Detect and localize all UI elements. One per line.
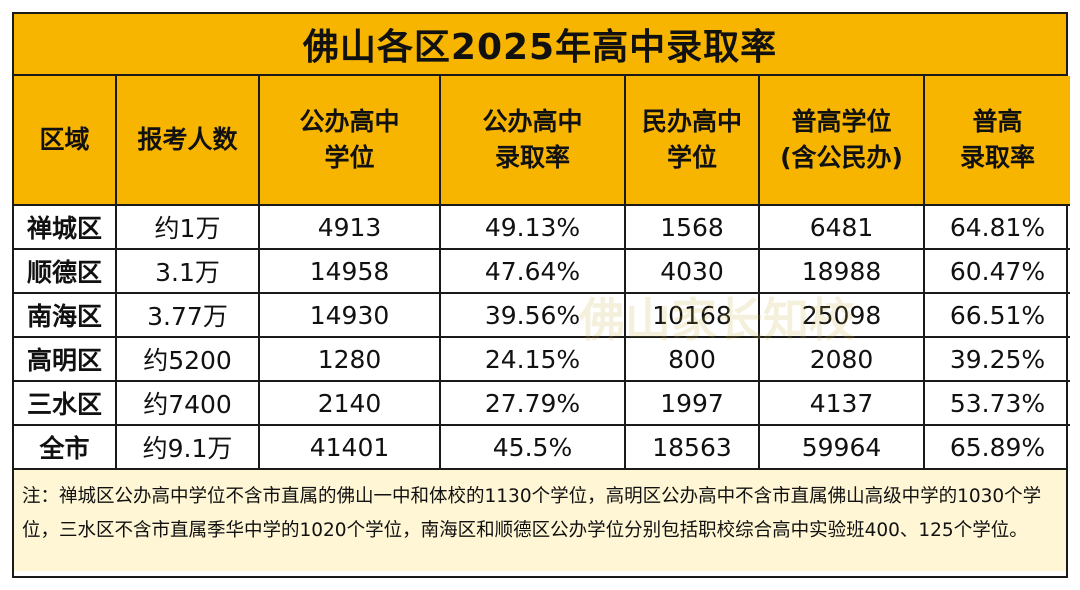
cell-private-seats: 1568 xyxy=(624,204,760,250)
cell-public-seats: 4913 xyxy=(258,204,441,250)
cell-total-rate: 65.89% xyxy=(923,424,1070,468)
cell-total-seats: 4137 xyxy=(758,380,925,426)
admission-rate-table-sheet: 佛山各区2025年高中录取率 区域 报考人数 公办高中 学位 公办高中 录取率 民办… xyxy=(12,12,1070,578)
cell-applicants: 3.77万 xyxy=(115,292,260,338)
cell-private-seats: 1997 xyxy=(624,380,760,426)
cell-public-rate: 27.79% xyxy=(439,380,626,426)
cell-applicants: 约9.1万 xyxy=(115,424,260,468)
cell-public-seats: 41401 xyxy=(258,424,441,468)
table-title: 佛山各区2025年高中录取率 xyxy=(14,14,1066,76)
cell-total-rate: 60.47% xyxy=(923,248,1070,294)
cell-public-rate: 47.64% xyxy=(439,248,626,294)
table-row: 南海区 3.77万 14930 39.56% 10168 25098 66.51… xyxy=(14,292,1070,338)
cell-total-rate: 53.73% xyxy=(923,380,1070,426)
cell-total-seats: 2080 xyxy=(758,336,925,382)
header-region: 区域 xyxy=(14,76,117,206)
cell-applicants: 约1万 xyxy=(115,204,260,250)
cell-applicants: 约7400 xyxy=(115,380,260,426)
cell-total-rate: 64.81% xyxy=(923,204,1070,250)
cell-public-seats: 1280 xyxy=(258,336,441,382)
table-row: 全市 约9.1万 41401 45.5% 18563 59964 65.89% xyxy=(14,424,1070,468)
cell-region: 南海区 xyxy=(14,292,117,338)
cell-public-seats: 2140 xyxy=(258,380,441,426)
table-row: 顺德区 3.1万 14958 47.64% 4030 18988 60.47% xyxy=(14,248,1070,294)
cell-applicants: 3.1万 xyxy=(115,248,260,294)
cell-region: 三水区 xyxy=(14,380,117,426)
header-public-seats: 公办高中 学位 xyxy=(258,76,441,206)
cell-public-rate: 24.15% xyxy=(439,336,626,382)
cell-total-seats: 6481 xyxy=(758,204,925,250)
header-row: 区域 报考人数 公办高中 学位 公办高中 录取率 民办高中 学位 普高学位 (含公民办)… xyxy=(14,76,1070,206)
cell-private-seats: 18563 xyxy=(624,424,760,468)
header-total-seats: 普高学位 (含公民办) xyxy=(758,76,925,206)
cell-region: 禅城区 xyxy=(14,204,117,250)
table-row: 禅城区 约1万 4913 49.13% 1568 6481 64.81% xyxy=(14,204,1070,250)
footnote: 注：禅城区公办高中学位不含市直属的佛山一中和体校的1130个学位，高明区公办高中… xyxy=(14,468,1066,571)
cell-total-rate: 66.51% xyxy=(923,292,1070,338)
cell-total-seats: 59964 xyxy=(758,424,925,468)
cell-region: 全市 xyxy=(14,424,117,468)
header-total-rate: 普高 录取率 xyxy=(923,76,1070,206)
cell-public-rate: 49.13% xyxy=(439,204,626,250)
header-applicants: 报考人数 xyxy=(115,76,260,206)
cell-applicants: 约5200 xyxy=(115,336,260,382)
cell-private-seats: 10168 xyxy=(624,292,760,338)
cell-public-seats: 14930 xyxy=(258,292,441,338)
cell-public-seats: 14958 xyxy=(258,248,441,294)
cell-total-seats: 25098 xyxy=(758,292,925,338)
cell-total-seats: 18988 xyxy=(758,248,925,294)
cell-private-seats: 800 xyxy=(624,336,760,382)
table-row: 高明区 约5200 1280 24.15% 800 2080 39.25% xyxy=(14,336,1070,382)
cell-region: 顺德区 xyxy=(14,248,117,294)
cell-public-rate: 39.56% xyxy=(439,292,626,338)
header-private-seats: 民办高中 学位 xyxy=(624,76,760,206)
admission-rate-table: 区域 报考人数 公办高中 学位 公办高中 录取率 民办高中 学位 普高学位 (含公民办)… xyxy=(14,76,1070,468)
cell-total-rate: 39.25% xyxy=(923,336,1070,382)
cell-region: 高明区 xyxy=(14,336,117,382)
header-public-rate: 公办高中 录取率 xyxy=(439,76,626,206)
table-row: 三水区 约7400 2140 27.79% 1997 4137 53.73% xyxy=(14,380,1070,426)
cell-private-seats: 4030 xyxy=(624,248,760,294)
cell-public-rate: 45.5% xyxy=(439,424,626,468)
